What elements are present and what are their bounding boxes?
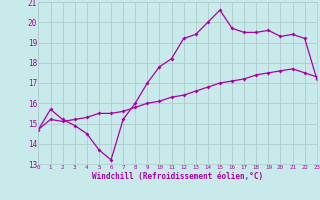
X-axis label: Windchill (Refroidissement éolien,°C): Windchill (Refroidissement éolien,°C): [92, 172, 263, 181]
